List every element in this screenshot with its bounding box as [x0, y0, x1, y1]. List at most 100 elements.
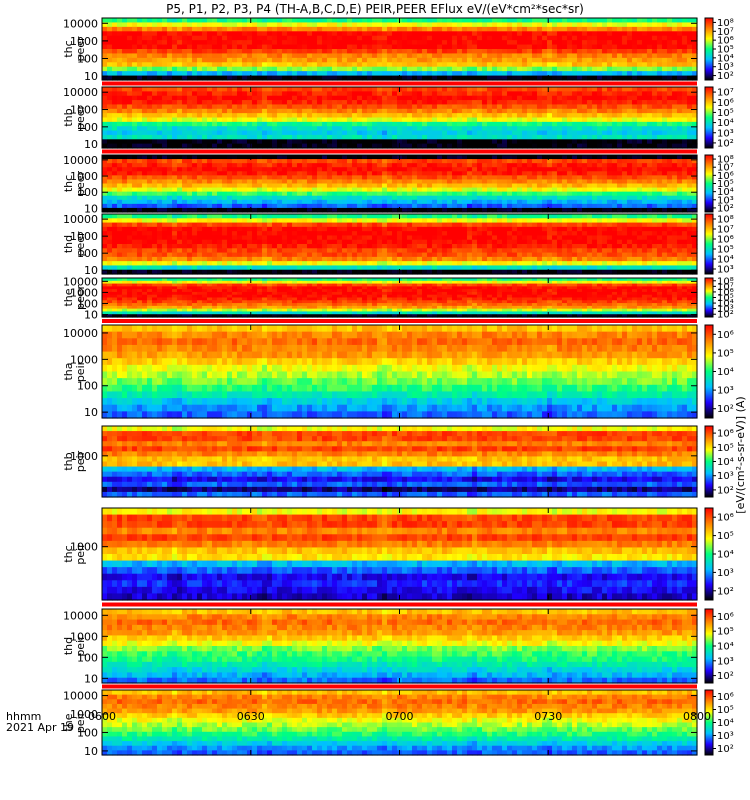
- y-tick-label: 1000: [70, 170, 98, 183]
- colorbar-tick-label: 10⁵: [717, 705, 734, 716]
- panel-label-species: peer: [74, 171, 87, 197]
- y-tick-label: 10000: [63, 154, 98, 167]
- panel-label-probe: thc: [62, 175, 75, 192]
- colorbar-tick-label: 10⁸: [717, 18, 734, 29]
- y-tick-label: 10: [84, 406, 98, 419]
- colorbar: [704, 213, 714, 275]
- panel-1: 10 100 1000 10000 thc peer 10²10³10⁴10⁵10⁶10⁷1…: [62, 17, 734, 83]
- colorbar-tick-label: 10³: [717, 265, 734, 276]
- panel-label-probe: thb: [62, 108, 75, 126]
- colorbar: [704, 86, 714, 149]
- y-tick-label: 100: [77, 52, 98, 65]
- x-tick-label: 0700: [386, 710, 414, 723]
- colorbar-tick-label: 10³: [717, 471, 734, 482]
- y-tick-label: 10000: [63, 275, 98, 288]
- y-tick-label: 10000: [63, 86, 98, 99]
- colorbar-tick-label: 10³: [717, 304, 734, 315]
- colorbar-tick-label: 10⁷: [717, 282, 734, 293]
- colorbar: [704, 608, 714, 684]
- panel-gap-bar: [102, 602, 697, 607]
- colorbar: [704, 277, 714, 318]
- colorbar: [704, 425, 714, 498]
- y-tick-label: 1000: [70, 230, 98, 243]
- panel-label-probe: thc: [62, 545, 75, 562]
- colorbar-tick-label: 10⁵: [717, 531, 734, 542]
- y-tick-label: 1000: [70, 286, 98, 299]
- panel-label-species: peir: [74, 635, 87, 657]
- colorbar-tick-label: 10⁶: [717, 692, 734, 703]
- colorbar-tick-label: 10⁶: [717, 171, 734, 182]
- colorbar-tick-label: 10⁶: [717, 429, 734, 440]
- y-tick-label: 10: [84, 138, 98, 151]
- colorbar-tick-label: 10⁴: [717, 367, 734, 378]
- y-tick-label: 10: [84, 672, 98, 685]
- y-tick-label: 10000: [63, 609, 98, 622]
- panel-label-probe: the: [62, 713, 75, 731]
- colorbar-tick-label: 10⁴: [717, 550, 734, 561]
- colorbar-tick-label: 10³: [717, 128, 734, 139]
- colorbar-tick-label: 10⁴: [717, 255, 734, 266]
- y-tick-label: 100: [77, 121, 98, 134]
- panel-label-probe: thd: [62, 637, 75, 655]
- colorbar-tick-label: 10⁴: [717, 118, 734, 129]
- colorbar-tick-label: 10⁶: [717, 36, 734, 47]
- panel-gap-bar: [102, 319, 697, 323]
- panel-gap-bar: [102, 81, 697, 86]
- panel-label-probe: the: [62, 288, 75, 306]
- y-tick-label: 10000: [63, 327, 98, 340]
- x-tick-label: 0800: [683, 710, 711, 723]
- y-tick-label: 10000: [63, 213, 98, 226]
- colorbar-tick-label: 10²: [717, 485, 734, 496]
- colorbar-tick-label: 10⁴: [717, 53, 734, 64]
- y-tick-label: 100: [77, 380, 98, 393]
- y-tick-label: 10000: [63, 690, 98, 703]
- panel-label-species: peir: [74, 360, 87, 382]
- colorbar-tick-label: 10⁵: [717, 293, 734, 304]
- colorbar-tick-label: 10⁸: [717, 155, 734, 166]
- colorbar-tick-label: 10⁷: [717, 88, 734, 99]
- y-tick-label: 100: [77, 247, 98, 260]
- y-tick-label: 10: [84, 70, 98, 83]
- panel-label-probe: tha: [62, 362, 75, 380]
- panel-label-species: peer: [74, 36, 87, 62]
- colorbar-tick-label: 10⁶: [717, 330, 734, 341]
- colorbar: [704, 507, 714, 601]
- y-tick-label: 1000: [70, 541, 98, 554]
- colorbar-tick-label: 10³: [717, 62, 734, 73]
- time-axis-format-label: hhmm: [6, 710, 42, 723]
- colorbar-tick-label: 10⁵: [717, 627, 734, 638]
- panel-10: 10 100 1000 10000 the peir 10² 10³ 10⁴ 10⁵ 10⁶: [62, 689, 734, 758]
- colorbar-tick-label: 10²: [717, 404, 734, 415]
- panel-label-probe: thd: [62, 235, 75, 253]
- colorbar-tick-label: 10²: [717, 310, 734, 321]
- colorbar-tick-label: 10⁴: [717, 457, 734, 468]
- y-tick-label: 1000: [70, 104, 98, 117]
- panel-label-species: peer: [74, 231, 87, 257]
- colorbar-tick-label: 10²: [717, 586, 734, 597]
- y-tick-label: 100: [77, 726, 98, 739]
- colorbar-unit-label: [eV/(cm²-s-sr-eV)] (A): [734, 396, 747, 513]
- y-tick-label: 1000: [70, 353, 98, 366]
- panel-label-probe: thc: [62, 40, 75, 57]
- colorbar-tick-label: 10²: [717, 71, 734, 82]
- y-tick-label: 1000: [70, 35, 98, 48]
- panel-gap-bar: [102, 684, 697, 689]
- colorbar-tick-label: 10³: [717, 568, 734, 579]
- panel-gap-bar: [102, 149, 697, 154]
- panel-label-species: peir: [74, 543, 87, 565]
- y-tick-label: 10000: [63, 17, 98, 30]
- colorbar-tick-label: 10⁵: [717, 443, 734, 454]
- date-label: 2021 Apr 19: [6, 721, 75, 734]
- colorbar: [704, 324, 714, 419]
- colorbar-tick-label: 10⁶: [717, 235, 734, 246]
- colorbar-tick-label: 10⁴: [717, 187, 734, 198]
- colorbar-tick-label: 10⁴: [717, 718, 734, 729]
- y-tick-label: 10: [84, 202, 98, 215]
- colorbar-tick-label: 10⁶: [717, 513, 734, 524]
- y-tick-label: 1000: [70, 708, 98, 721]
- panel-label-species: peer: [74, 105, 87, 131]
